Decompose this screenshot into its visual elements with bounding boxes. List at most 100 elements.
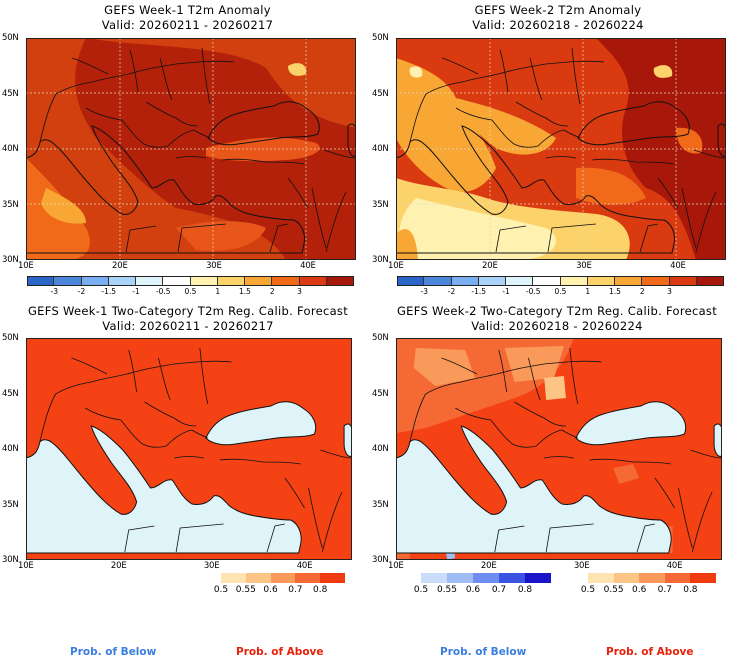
map-week2-probability [396,338,722,560]
prob-tick-label: 0.7 [288,585,303,595]
colorbar-swatch [451,276,479,286]
prob-tick-label: 0.5 [580,585,596,595]
colorbar-tick-label: 1.5 [239,287,251,296]
anomaly-colorbar-frame-week2 [397,276,724,286]
map-week1-anomaly [26,38,356,260]
colorbar-tick-label: 0.5 [184,287,197,296]
lat-label: 40N [372,444,389,454]
lon-label: 30E [576,261,592,271]
prob-colorbar-swatch [613,573,640,583]
lon-label: 10E [388,561,404,571]
prob-tick-label: 0.5 [413,585,429,595]
colorbar-tick-label: -1.5 [471,287,487,296]
lat-label: 45N [2,88,19,99]
prob-colorbar-swatch [499,573,525,583]
prob-tick-label: 0.6 [263,585,278,595]
panel-title-week2-probability: GEFS Week-2 Two-Category T2m Reg. Calib.… [376,304,738,334]
colorbar-tick-label: -0.5 [155,287,171,296]
prob-colorbar-swatch [295,573,321,583]
map-week2-anomaly [396,38,726,260]
colorbar-swatch [397,276,425,286]
probability-map-week1 [26,338,352,560]
valid-dates: Valid: 20260218 - 20260224 [472,18,644,32]
colorbar-swatch [81,276,109,286]
colorbar-swatch [54,276,82,286]
colorbar-tick-label: 2 [639,287,645,296]
anomaly-map-week1 [26,38,356,260]
colorbar-tick-label: 1 [215,287,221,296]
colorbar-swatch [27,276,55,286]
colorbar-tick-label: -3 [50,287,58,296]
lon-label: 40E [300,261,316,271]
prob-below-label-right: Prob. of Below [440,646,527,658]
lon-label: 30E [203,561,220,571]
colorbar-tick-label: -1 [132,287,140,296]
valid-dates: Valid: 20260211 - 20260217 [102,319,274,333]
colorbar-swatch [245,276,273,286]
prob-above-label-right: Prob. of Above [606,646,694,658]
prob-tick-label: 0.5 [213,585,229,595]
title-text: GEFS Week-2 Two-Category T2m Reg. Calib.… [396,304,718,318]
prob-tick-label: 0.8 [517,585,533,595]
lon-label: 20E [480,561,497,571]
colorbar-tick-label: 2 [269,287,275,296]
lat-label: 45N [372,388,389,399]
panel-title-week2-anomaly: GEFS Week-2 T2m Anomaly Valid: 20260218 … [388,3,728,33]
colorbar-swatch [506,276,534,286]
probability-map-week2 [396,338,722,560]
prob-tick-label: 0.55 [235,585,256,595]
prob-colorbar-swatch [447,573,473,583]
lat-label: 40N [2,444,19,454]
prob-tick-label: 0.6 [465,585,481,595]
title-text: GEFS Week-1 T2m Anomaly [104,3,271,17]
colorbar-swatch [533,276,561,286]
lat-label: 50N [372,33,389,43]
lon-label: 20E [110,561,127,571]
valid-dates: Valid: 20260211 - 20260217 [101,18,274,32]
prob-colorbar-swatch [690,573,716,583]
lat-label: 50N [2,33,19,43]
prob-tick-label: 0.7 [491,585,507,595]
lat-label: 35N [2,499,19,510]
prob-above-label-left: Prob. of Above [236,646,324,658]
valid-dates: Valid: 20260218 - 20260224 [471,319,643,333]
lat-label: 40N [2,144,19,154]
prob-colorbar-above-week1 [221,573,345,583]
colorbar-tick-label: -1.5 [101,287,117,296]
prob-tick-label: 0.6 [632,585,647,595]
lat-label: 30N [2,555,19,565]
colorbar-swatch [669,276,697,286]
lat-label: 45N [372,88,389,99]
prob-colorbar-swatch [245,573,271,583]
lon-label: 30E [573,561,590,571]
title-text: GEFS Week-2 T2m Anomaly [474,3,642,17]
colorbar-tick-label: 0.5 [554,287,567,296]
prob-colorbar-swatch [664,573,691,583]
prob-colorbar-swatch [473,573,499,583]
prob-colorbar-below-week2 [421,573,551,583]
lat-label: 50N [372,333,389,343]
colorbar-tick-label: -0.5 [525,287,541,296]
prob-colorbar-swatch [320,573,345,583]
lat-label: 30N [372,555,389,565]
prob-colorbar-swatch [588,573,614,583]
colorbar-tick-label: -1 [502,287,510,296]
lon-label: 10E [18,261,34,271]
prob-colorbar-swatch [421,573,447,583]
colorbar-tick-label: 1 [585,287,591,296]
lon-label: 10E [18,561,34,571]
colorbar-tick-label: 1.5 [609,287,621,296]
lat-label: 30N [2,255,19,265]
lat-label: 50N [2,333,19,343]
colorbar-swatch [136,276,164,286]
lon-label: 40E [296,561,313,571]
colorbar-swatch [108,276,136,286]
colorbar-swatch [299,276,327,286]
colorbar-swatch [587,276,615,286]
colorbar-swatch [217,276,245,286]
colorbar-swatch [478,276,506,286]
lon-label: 40E [666,561,683,571]
anomaly-colorbar-week1 [27,276,354,286]
panel-title-week1-probability: GEFS Week-1 Two-Category T2m Reg. Calib.… [8,304,368,334]
prob-below-label-left: Prob. of Below [70,646,157,658]
